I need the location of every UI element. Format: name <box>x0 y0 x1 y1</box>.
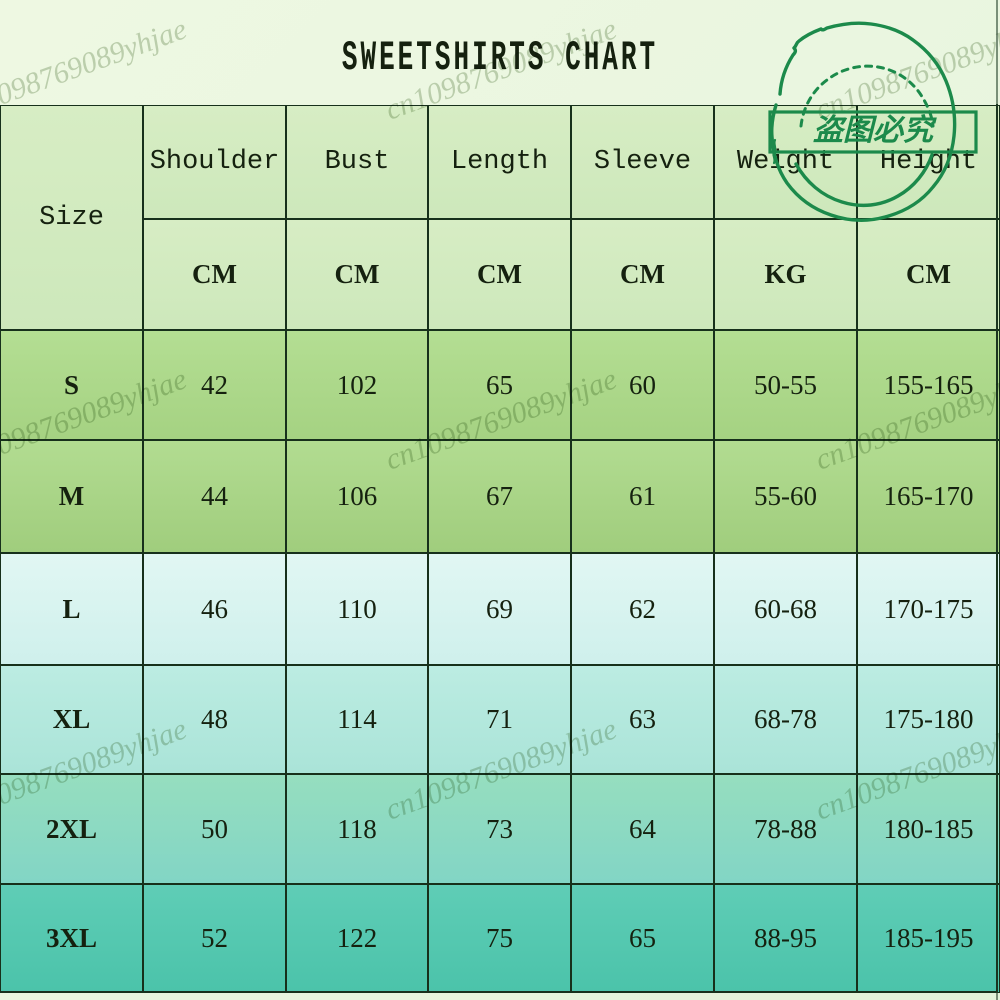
svg-text:盗图必究: 盗图必究 <box>813 114 937 147</box>
